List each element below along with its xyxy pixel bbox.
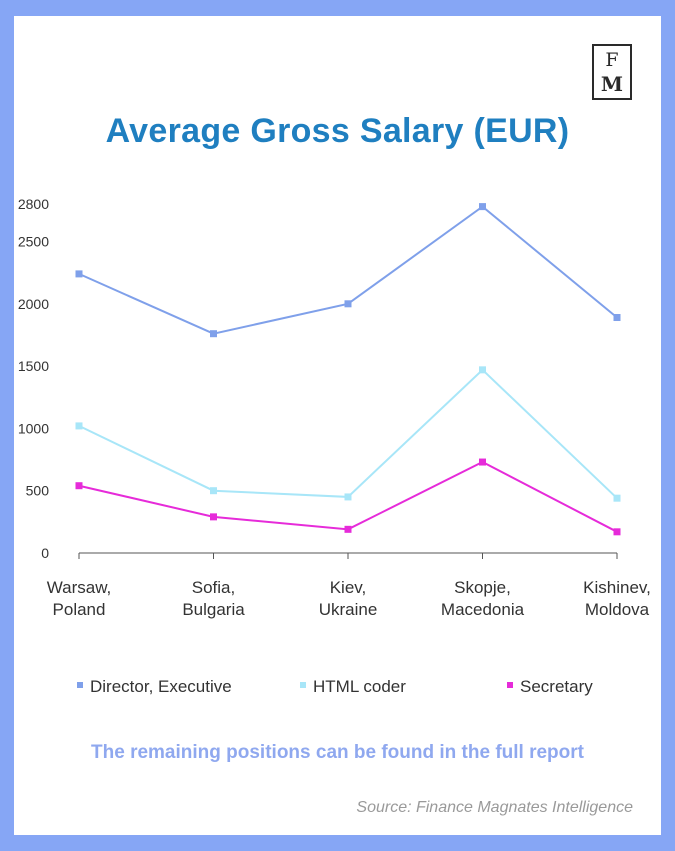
data-point (613, 494, 621, 502)
chart-title: Average Gross Salary (EUR) (105, 112, 570, 150)
source-credit: Source: Finance Magnates Intelligence (356, 799, 633, 816)
data-point (75, 270, 83, 278)
infographic-card (14, 16, 661, 835)
series-line-2 (78, 368, 618, 499)
data-point (210, 487, 217, 495)
legend-label: Secretary (520, 677, 593, 696)
legend-marker (77, 682, 83, 688)
axis-layer: 0 500 1000 1500 2000 2500 2800 Warsaw, Poland Sof… (18, 196, 651, 619)
data-point (210, 513, 217, 521)
logo-letter-f: F (605, 49, 619, 71)
data-point (75, 422, 83, 430)
data-point (479, 366, 486, 374)
y-tick-label: 2800 (18, 196, 49, 212)
data-point (613, 528, 621, 536)
data-point (613, 314, 621, 322)
series-line-1 (78, 205, 618, 335)
y-tick-label: 500 (26, 483, 50, 499)
x-tick-label: Kishinev, Moldova (583, 578, 651, 619)
legend-marker (507, 682, 513, 688)
x-tick-label: Kiev, Ukraine (319, 578, 378, 619)
data-point (344, 300, 352, 308)
y-tick-label: 2500 (18, 234, 49, 250)
footer-note: The remaining positions can be found in … (91, 742, 584, 763)
legend-label: Director, Executive (90, 677, 232, 696)
y-tick-label: 1000 (18, 420, 49, 436)
data-point (479, 203, 486, 211)
x-tick-label: Skopje, Macedonia (441, 578, 525, 619)
y-tick-label: 1500 (18, 358, 49, 374)
data-point (479, 458, 486, 466)
y-tick-label: 2000 (18, 296, 49, 312)
data-point (75, 482, 83, 490)
logo-letter-m: M (600, 72, 624, 96)
finance-magnates-logo: F M (592, 44, 632, 100)
legend-layer: Director, Executive HTML coder Secretary (77, 677, 593, 696)
legend-label: HTML coder (313, 677, 406, 696)
data-point (344, 525, 352, 533)
y-tick-label: 0 (41, 545, 49, 561)
data-point (210, 330, 217, 338)
data-point (344, 493, 352, 501)
legend-marker (300, 682, 306, 688)
x-tick-label: Sofia, Bulgaria (182, 578, 245, 619)
series-layer (75, 203, 621, 536)
x-tick-label: Warsaw, Poland (47, 578, 112, 619)
